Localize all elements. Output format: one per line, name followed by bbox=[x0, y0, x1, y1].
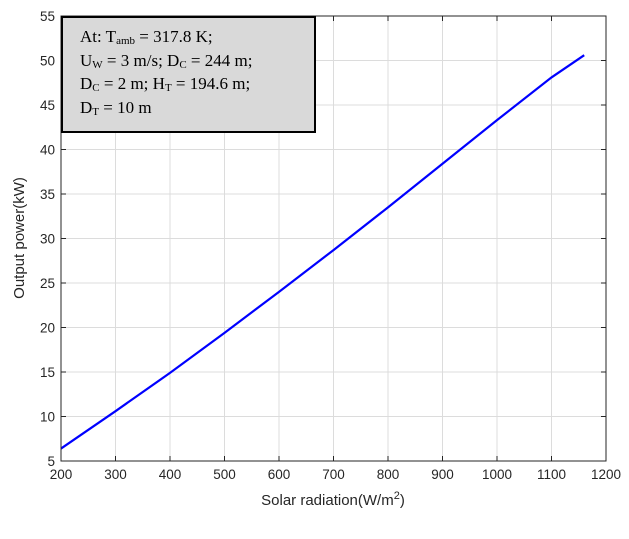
y-tick-label: 25 bbox=[40, 276, 55, 291]
x-tick-label: 1000 bbox=[482, 467, 512, 482]
annotation-text: D bbox=[80, 97, 93, 117]
y-tick-label: 55 bbox=[40, 9, 55, 24]
y-axis-label: Output power(kW) bbox=[11, 177, 28, 299]
x-tick-label: 600 bbox=[268, 467, 291, 482]
x-tick-label: 700 bbox=[322, 467, 345, 482]
annotation-text: D bbox=[80, 74, 93, 93]
annotation-subscript: amb bbox=[116, 35, 136, 47]
x-axis-label-suffix: ) bbox=[400, 492, 405, 509]
annotation-subscript: C bbox=[179, 58, 187, 71]
series-line-output-power bbox=[60, 54, 585, 450]
annotation-line: DC = 2 m; HT = 194.6 m; bbox=[80, 72, 314, 96]
x-tick-label: 1100 bbox=[537, 467, 566, 482]
y-tick-label: 50 bbox=[40, 54, 55, 69]
annotation-text: = 10 m bbox=[99, 97, 152, 117]
annotation-subscript: T bbox=[164, 82, 172, 94]
annotation-text: At: T bbox=[80, 27, 117, 46]
x-axis-label: Solar radiation(W/m2) bbox=[261, 490, 405, 509]
x-tick-label: 300 bbox=[104, 467, 127, 482]
x-tick-label: 800 bbox=[377, 467, 400, 482]
x-tick-label: 500 bbox=[213, 467, 236, 482]
x-axis-label-main: Solar radiation(W/m bbox=[261, 492, 394, 509]
y-tick-label: 5 bbox=[47, 454, 55, 469]
annotation-text: = 244 m; bbox=[186, 50, 253, 70]
y-tick-label: 15 bbox=[40, 365, 55, 380]
x-tick-label: 1200 bbox=[591, 467, 621, 482]
y-tick-label: 45 bbox=[40, 98, 55, 113]
y-tick-label: 10 bbox=[40, 410, 55, 425]
x-axis-ticks: 200 300 400 500 600 700 800 900 1000 1100 1200 bbox=[50, 16, 621, 482]
y-axis-ticks: 5 10 15 20 25 30 35 40 45 50 55 bbox=[40, 9, 606, 469]
annotation-box: At: Tamb = 317.8 K; UW = 3 m/s; DC = 244 … bbox=[61, 16, 316, 133]
annotation-subscript: W bbox=[92, 58, 103, 71]
annotation-text: = 194.6 m; bbox=[171, 74, 251, 93]
x-tick-label: 400 bbox=[159, 467, 182, 482]
y-tick-label: 20 bbox=[40, 321, 55, 336]
x-tick-label: 200 bbox=[50, 467, 73, 482]
annotation-subscript: C bbox=[92, 82, 100, 94]
annotation-text: = 317.8 K; bbox=[135, 27, 213, 46]
annotation-text: U bbox=[80, 50, 93, 70]
annotation-text: = 2 m; H bbox=[99, 74, 165, 93]
annotation-subscript: T bbox=[92, 105, 100, 118]
y-tick-label: 40 bbox=[40, 143, 55, 158]
x-tick-label: 900 bbox=[431, 467, 454, 482]
y-tick-label: 35 bbox=[40, 187, 55, 202]
annotation-text: = 3 m/s; D bbox=[102, 50, 180, 70]
annotation-line: At: Tamb = 317.8 K; bbox=[80, 25, 314, 49]
x-axis-label-superscript: 2 bbox=[394, 490, 400, 502]
annotation-line: DT = 10 m bbox=[80, 96, 314, 120]
annotation-line: UW = 3 m/s; DC = 244 m; bbox=[80, 49, 314, 73]
y-tick-label: 30 bbox=[40, 232, 55, 247]
